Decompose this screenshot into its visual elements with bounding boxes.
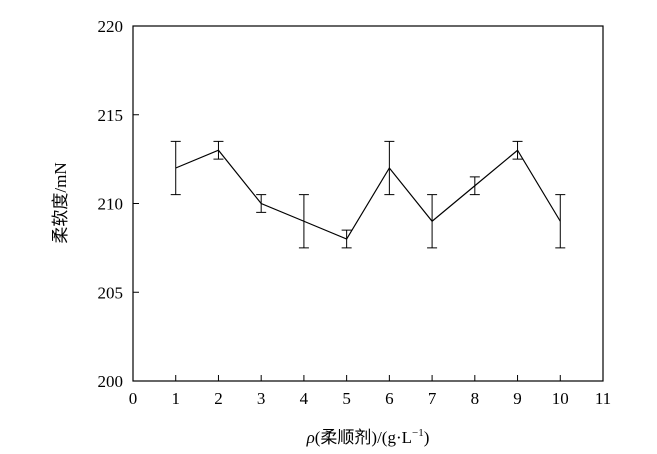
x-axis-title-exponent: −1 — [412, 427, 424, 439]
y-tick-label: 210 — [98, 195, 124, 214]
x-tick-label: 6 — [385, 389, 394, 408]
error-bar — [469, 176, 480, 196]
x-tick-label: 0 — [129, 389, 138, 408]
x-tick-label: 9 — [513, 389, 522, 408]
x-tick-label: 3 — [257, 389, 266, 408]
error-bar — [341, 229, 352, 249]
x-tick-label: 1 — [171, 389, 180, 408]
error-bar — [170, 140, 181, 196]
x-axis-title-symbol: ρ — [306, 428, 315, 447]
x-ticks: 0 1 2 3 4 5 6 7 8 9 10 11 — [129, 375, 611, 408]
x-axis-title-text: (柔顺剂)/(g·L — [315, 428, 412, 447]
y-ticks: 200 205 210 215 220 — [98, 17, 139, 391]
x-tick-label: 10 — [552, 389, 569, 408]
series-line — [175, 149, 561, 240]
error-bar — [256, 194, 267, 213]
x-tick-label: 11 — [595, 389, 611, 408]
x-tick-label: 8 — [471, 389, 480, 408]
error-bar — [384, 140, 395, 196]
y-axis-title: 柔软度/mN — [51, 162, 70, 243]
y-tick-label: 200 — [98, 372, 124, 391]
y-tick-label: 215 — [98, 106, 124, 125]
error-bar — [555, 194, 566, 249]
y-tick-label: 220 — [98, 17, 124, 36]
series-group — [170, 140, 566, 249]
error-bar — [512, 140, 523, 160]
error-bar — [213, 140, 224, 160]
error-bar — [427, 194, 438, 249]
x-axis-title-end: ) — [424, 428, 430, 447]
x-tick-label: 7 — [428, 389, 437, 408]
error-bar — [298, 194, 309, 249]
x-axis-title: ρ(柔顺剂)/(g·L−1) — [306, 427, 430, 447]
x-tick-label: 2 — [214, 389, 223, 408]
x-tick-label: 5 — [342, 389, 351, 408]
y-tick-label: 205 — [98, 283, 124, 302]
x-tick-label: 4 — [300, 389, 309, 408]
